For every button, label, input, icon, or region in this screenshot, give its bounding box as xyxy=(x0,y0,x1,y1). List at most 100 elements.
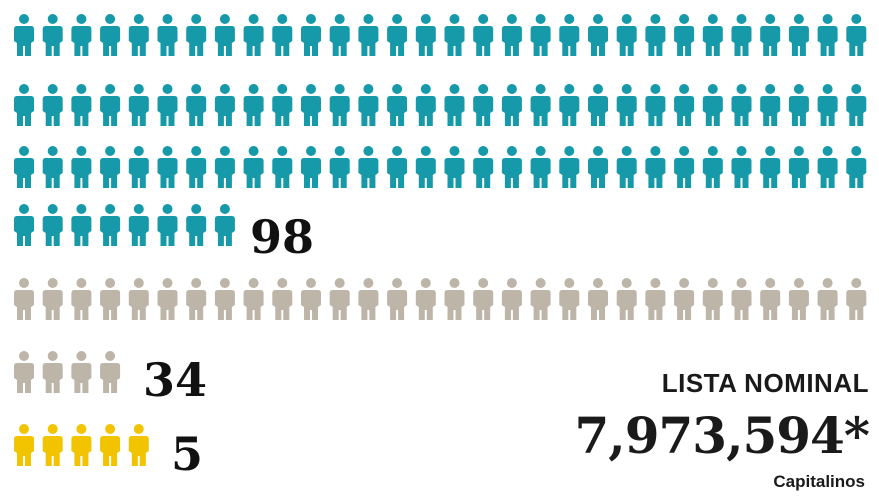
person-icon xyxy=(214,146,235,188)
person-icon xyxy=(559,278,580,320)
person-icon xyxy=(559,84,580,126)
person-icon xyxy=(702,146,723,188)
person-icon xyxy=(214,84,235,126)
person-icon xyxy=(272,146,293,188)
person-icon xyxy=(358,146,379,188)
person-icon xyxy=(128,278,149,320)
person-icon xyxy=(530,14,551,56)
person-icon xyxy=(645,278,666,320)
person-icon xyxy=(42,424,63,466)
person-icon xyxy=(788,84,809,126)
person-icon xyxy=(674,146,695,188)
person-icon xyxy=(645,14,666,56)
person-icon xyxy=(530,84,551,126)
person-icon xyxy=(358,278,379,320)
person-icon xyxy=(272,84,293,126)
person-icon xyxy=(817,146,838,188)
person-icon xyxy=(616,278,637,320)
person-icon xyxy=(501,14,522,56)
person-icon xyxy=(14,84,34,126)
person-icon xyxy=(128,14,149,56)
person-icon xyxy=(731,278,752,320)
person-icon xyxy=(42,14,63,56)
person-icon xyxy=(473,146,494,188)
person-icon xyxy=(760,278,781,320)
person-icon xyxy=(588,84,608,126)
person-icon xyxy=(272,14,293,56)
person-icon xyxy=(731,84,752,126)
person-icon xyxy=(788,14,809,56)
person-icon xyxy=(100,14,121,56)
person-icon xyxy=(645,146,666,188)
series-count-label-1: 98 xyxy=(250,210,315,264)
person-icon xyxy=(760,146,781,188)
person-icon xyxy=(760,14,781,56)
person-icon xyxy=(186,278,207,320)
person-icon xyxy=(100,146,121,188)
person-icon xyxy=(329,278,350,320)
person-icon xyxy=(128,204,149,246)
person-icon xyxy=(128,84,149,126)
person-icon xyxy=(444,84,465,126)
person-icon xyxy=(501,146,522,188)
person-icon xyxy=(14,204,34,246)
person-icon xyxy=(588,278,608,320)
person-icon xyxy=(358,84,379,126)
person-icon xyxy=(329,84,350,126)
person-icon xyxy=(243,146,264,188)
person-icon xyxy=(100,351,121,393)
person-icon xyxy=(387,278,408,320)
person-icon xyxy=(415,84,436,126)
person-icon xyxy=(243,84,264,126)
person-icon xyxy=(214,278,235,320)
person-icon xyxy=(14,14,34,56)
person-icon xyxy=(100,424,121,466)
person-icon xyxy=(817,84,838,126)
person-icon xyxy=(530,146,551,188)
person-icon xyxy=(329,14,350,56)
lista-nominal-title: LISTA NOMINAL xyxy=(661,368,869,398)
person-icon xyxy=(387,14,408,56)
person-icon xyxy=(731,14,752,56)
person-icon xyxy=(71,146,92,188)
person-icon xyxy=(588,14,608,56)
person-icon xyxy=(186,146,207,188)
person-icon xyxy=(71,351,92,393)
lista-nominal-note: Capitalinos xyxy=(773,472,865,491)
person-icon xyxy=(788,146,809,188)
person-icon xyxy=(243,278,264,320)
person-icon xyxy=(702,14,723,56)
person-icon xyxy=(42,351,63,393)
person-icon xyxy=(473,14,494,56)
person-icon xyxy=(846,278,867,320)
person-icon xyxy=(674,84,695,126)
person-icon xyxy=(157,84,178,126)
person-icon xyxy=(788,278,809,320)
person-icon xyxy=(14,351,34,393)
person-icon xyxy=(616,146,637,188)
person-icon xyxy=(186,84,207,126)
person-icon xyxy=(846,84,867,126)
person-icon xyxy=(559,14,580,56)
person-icon xyxy=(530,278,551,320)
person-icon xyxy=(559,146,580,188)
person-icon xyxy=(301,84,321,126)
person-icon xyxy=(702,84,723,126)
person-icon xyxy=(501,84,522,126)
person-icon xyxy=(272,278,293,320)
person-icon xyxy=(588,146,608,188)
person-icon xyxy=(100,278,121,320)
person-icon xyxy=(128,424,149,466)
person-icon xyxy=(358,14,379,56)
person-icon xyxy=(731,146,752,188)
person-icon xyxy=(846,146,867,188)
person-icon xyxy=(846,14,867,56)
person-icon xyxy=(128,146,149,188)
person-icon xyxy=(71,84,92,126)
person-icon xyxy=(616,84,637,126)
person-icon xyxy=(415,146,436,188)
person-icon xyxy=(473,84,494,126)
person-icon xyxy=(42,278,63,320)
person-icon xyxy=(674,14,695,56)
